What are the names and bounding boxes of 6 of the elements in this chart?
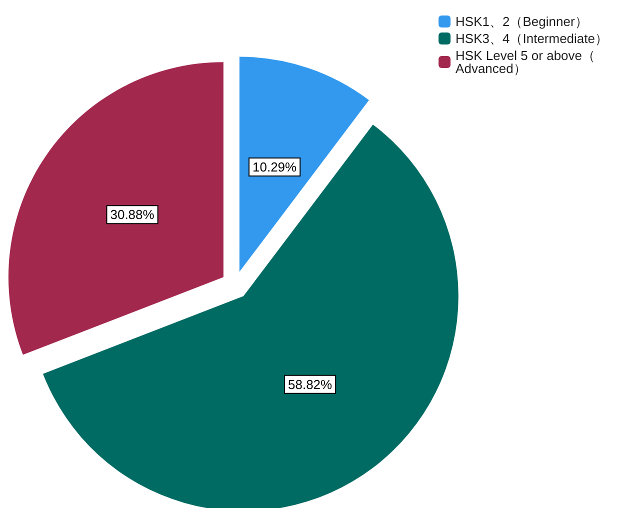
data-label: 30.88% xyxy=(110,207,155,222)
data-label: 10.29% xyxy=(252,159,298,174)
legend-label: HSK1、2（Beginner） xyxy=(456,14,588,29)
legend-label: HSK3、4（Intermediate） xyxy=(456,31,608,46)
legend-label: HSK Level 5 or above（Advanced） xyxy=(456,48,596,76)
data-label: 58.82% xyxy=(288,376,333,392)
